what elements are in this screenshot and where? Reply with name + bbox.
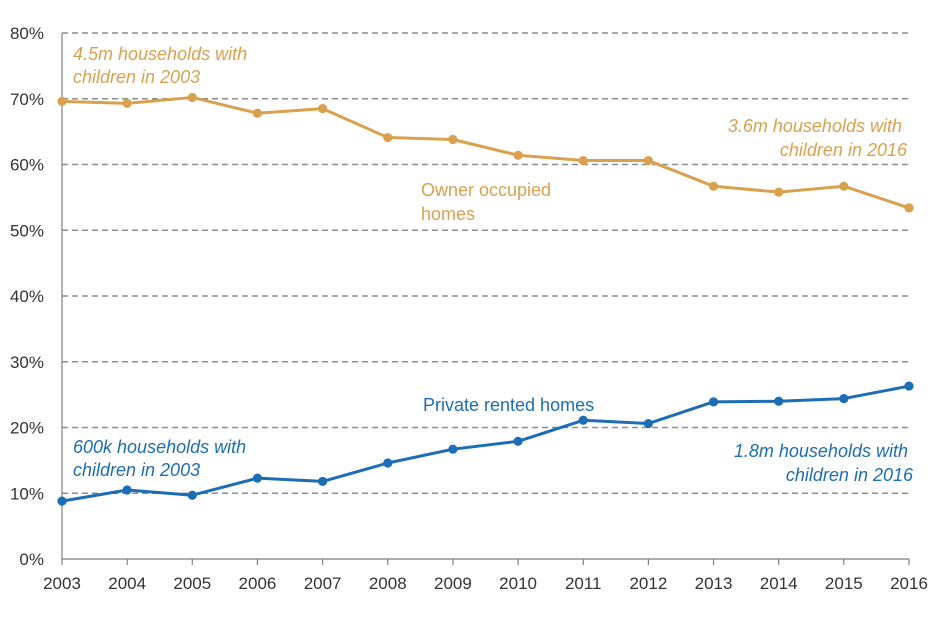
- data-point: [578, 155, 588, 166]
- series-owner-occupied: [57, 92, 914, 213]
- y-tick-label: 20%: [10, 419, 44, 438]
- x-tick-label: 2010: [499, 574, 537, 593]
- x-tick-label: 2007: [304, 574, 342, 593]
- annotation-rented-start-line1: 600k households with: [73, 437, 246, 457]
- data-point: [839, 393, 849, 404]
- y-tick-label: 80%: [10, 24, 44, 43]
- gridlines: [62, 32, 909, 494]
- y-tick-label: 10%: [10, 484, 44, 503]
- data-point: [708, 181, 719, 191]
- annotation-rented-end: 1.8m households with children in 2016: [734, 441, 914, 485]
- annotation-owner-end: 3.6m households with children in 2016: [728, 116, 908, 160]
- data-point: [513, 150, 523, 160]
- x-tick-label: 2012: [629, 574, 667, 593]
- series-line: [60, 384, 911, 503]
- x-tick-label: 2016: [890, 574, 928, 593]
- data-point: [383, 458, 393, 468]
- y-tick-label: 40%: [10, 287, 44, 306]
- annotation-owner-label-line1: Owner occupied: [421, 180, 551, 200]
- annotation-owner-start-line2: children in 2003: [73, 67, 200, 87]
- data-point: [122, 98, 132, 108]
- annotation-rented-start-line2: children in 2003: [73, 460, 200, 480]
- x-tick-label: 2009: [434, 574, 472, 593]
- data-point: [578, 415, 588, 425]
- data-point: [383, 132, 393, 143]
- x-tick-label: 2005: [173, 574, 211, 593]
- x-tick-label: 2006: [239, 574, 277, 593]
- annotation-rented-start: 600k households with children in 2003: [73, 437, 251, 480]
- x-tick-label: 2011: [565, 574, 602, 593]
- x-tick-label: 2003: [43, 574, 81, 593]
- data-point: [708, 397, 719, 407]
- annotation-owner-start-line1: 4.5m households with: [73, 44, 247, 64]
- data-point: [774, 396, 784, 406]
- x-tick-label: 2013: [695, 574, 733, 593]
- annotation-rented-label: Private rented homes: [423, 395, 594, 415]
- y-tick-label: 50%: [10, 221, 44, 240]
- data-point: [252, 108, 263, 118]
- data-point: [904, 203, 914, 213]
- y-tick-labels: 0% 10% 20% 30% 40% 50% 60% 70% 80%: [10, 24, 44, 569]
- x-tick-label: 2008: [369, 574, 407, 593]
- annotation-rented-label-line1: Private rented homes: [423, 395, 594, 415]
- data-point: [448, 444, 458, 454]
- y-tick-label: 70%: [10, 90, 44, 109]
- data-point: [643, 155, 653, 166]
- data-point: [774, 187, 784, 197]
- y-tick-label: 0%: [19, 550, 44, 569]
- data-point: [252, 473, 263, 483]
- data-point: [513, 436, 523, 446]
- series-line: [60, 95, 911, 210]
- data-point: [187, 92, 197, 103]
- annotation-owner-end-line2: children in 2016: [780, 140, 908, 160]
- axes: [61, 33, 910, 565]
- annotation-owner-label-line2: homes: [421, 204, 475, 224]
- x-tick-label: 2014: [760, 574, 798, 593]
- annotation-owner-label: Owner occupied homes: [421, 180, 556, 224]
- annotation-owner-start: 4.5m households with children in 2003: [73, 44, 252, 87]
- x-tick-labels: 2003 2004 2005 2006 2007 2008 2009 2010 2011 2012…: [43, 574, 928, 593]
- data-point: [448, 134, 458, 145]
- y-tick-label: 30%: [10, 353, 44, 372]
- x-tick-label: 2004: [108, 574, 146, 593]
- data-point: [187, 490, 197, 500]
- annotation-rented-end-line2: children in 2016: [786, 465, 914, 485]
- data-point: [57, 96, 67, 106]
- data-point: [318, 104, 328, 114]
- data-point: [904, 381, 914, 391]
- annotation-rented-end-line1: 1.8m households with: [734, 441, 908, 461]
- data-point: [122, 485, 132, 495]
- data-point: [643, 418, 653, 429]
- series-private-rented: [57, 381, 914, 506]
- data-point: [839, 181, 849, 191]
- y-tick-label: 60%: [10, 156, 44, 175]
- data-point: [57, 496, 67, 506]
- annotation-owner-end-line1: 3.6m households with: [728, 116, 902, 136]
- x-tick-label: 2015: [825, 574, 863, 593]
- data-point: [318, 476, 328, 487]
